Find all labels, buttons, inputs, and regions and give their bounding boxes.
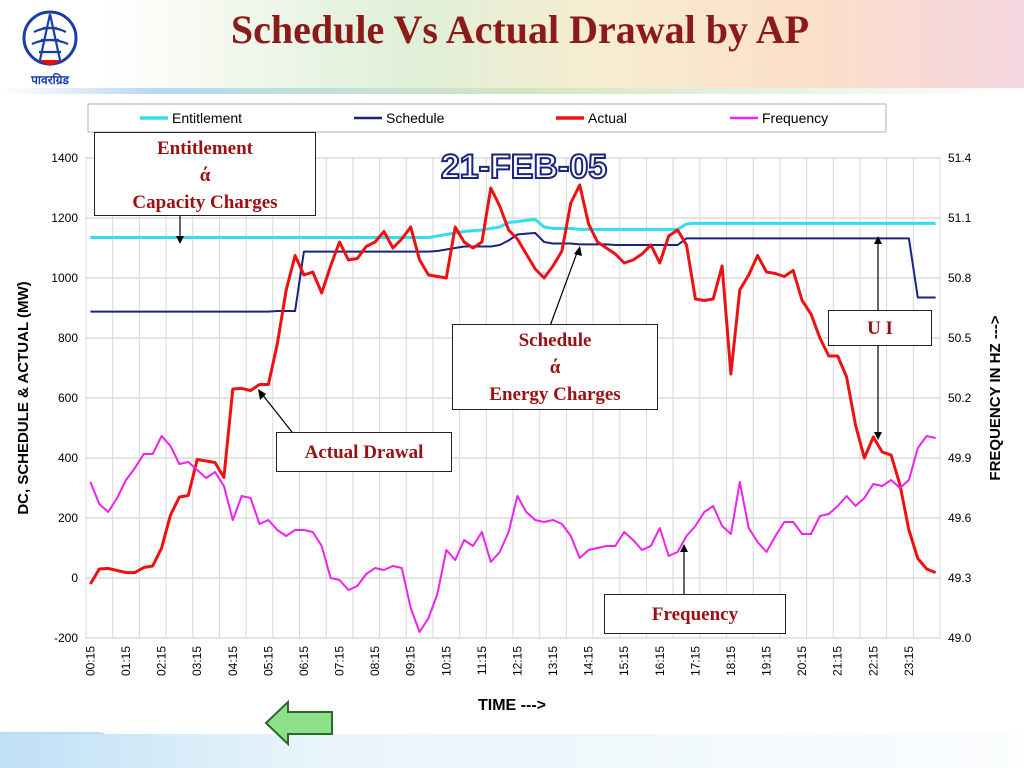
legend-label-actual: Actual bbox=[588, 110, 627, 126]
x-tick-label: 09:15 bbox=[404, 646, 418, 676]
series bbox=[89, 183, 937, 633]
y-tick-label: 800 bbox=[58, 331, 78, 345]
y-axis-ticks: -200 0 200 400 600 800 1000 1200 1400 bbox=[51, 151, 78, 645]
callout-frequency: Frequency bbox=[604, 594, 786, 634]
callout-entitlement: Entitlement ά Capacity Charges bbox=[94, 132, 316, 216]
y-tick-label: 400 bbox=[58, 451, 78, 465]
x-tick-label: 05:15 bbox=[261, 646, 275, 676]
back-arrow-button[interactable] bbox=[264, 700, 336, 746]
y-tick-label: -200 bbox=[54, 631, 78, 645]
x-tick-label: 03:15 bbox=[190, 646, 204, 676]
y2-tick-label: 51.4 bbox=[948, 151, 972, 165]
x-tick-label: 12:15 bbox=[510, 646, 524, 676]
entitlement-arrowhead bbox=[176, 236, 184, 244]
y-axis-label: DC, SCHEDULE & ACTUAL (MW) bbox=[15, 281, 32, 514]
series-line-schedule bbox=[90, 232, 936, 313]
actual-arrow bbox=[261, 393, 293, 433]
x-tick-label: 06:15 bbox=[297, 646, 311, 676]
x-tick-label: 11:15 bbox=[475, 646, 489, 675]
legend-label-schedule: Schedule bbox=[386, 110, 445, 126]
y2-tick-label: 49.6 bbox=[948, 511, 972, 525]
ui-arrowhead-down bbox=[874, 432, 882, 440]
callout-ui: U I bbox=[828, 310, 932, 346]
actual-arrowhead bbox=[258, 389, 266, 400]
x-tick-label: 17:15 bbox=[688, 646, 702, 676]
schedule-arrowhead bbox=[574, 246, 582, 256]
callout-schedule: Schedule ά Energy Charges bbox=[452, 324, 658, 410]
x-tick-label: 13:15 bbox=[546, 646, 560, 676]
logo-base-icon bbox=[38, 60, 62, 66]
y2-axis-label: FREQUENCY IN HZ ---> bbox=[987, 315, 1004, 480]
callout-schedule-line3: Energy Charges bbox=[489, 384, 621, 405]
back-arrow-icon[interactable] bbox=[264, 700, 333, 746]
x-tick-label: 02:15 bbox=[155, 646, 169, 676]
legend-label-entitlement: Entitlement bbox=[172, 110, 242, 126]
x-tick-label: 10:15 bbox=[439, 646, 453, 676]
ui-arrowhead-up bbox=[874, 236, 882, 244]
x-tick-label: 01:15 bbox=[119, 646, 133, 676]
schedule-arrow bbox=[549, 249, 579, 327]
y-tick-label: 200 bbox=[58, 511, 78, 525]
x-tick-label: 21:15 bbox=[831, 646, 845, 676]
header-band bbox=[0, 88, 1024, 94]
callout-schedule-line2: ά bbox=[549, 357, 561, 378]
x-tick-label: 08:15 bbox=[368, 646, 382, 676]
x-axis-ticks: 00:15 01:15 02:15 03:15 04:15 05:15 06:15 07:15… bbox=[83, 646, 915, 676]
callout-arrows bbox=[176, 216, 882, 594]
series-line-frequency bbox=[89, 435, 936, 633]
callout-entitlement-line2: ά bbox=[199, 165, 211, 186]
powergrid-logo: पावरग्रिड bbox=[22, 10, 78, 87]
y2-tick-label: 51.1 bbox=[948, 211, 972, 225]
x-tick-label: 04:15 bbox=[226, 646, 240, 676]
logo-tower-icon bbox=[31, 13, 69, 61]
series-line-actual bbox=[89, 183, 937, 585]
y2-tick-label: 50.5 bbox=[948, 331, 972, 345]
x-tick-label: 16:15 bbox=[653, 646, 667, 676]
x-tick-label: 22:15 bbox=[866, 646, 880, 676]
x-tick-label: 20:15 bbox=[795, 646, 809, 676]
y2-tick-label: 50.8 bbox=[948, 271, 972, 285]
x-axis-label: TIME ---> bbox=[478, 697, 546, 714]
y-tick-label: 1400 bbox=[51, 151, 78, 165]
header-background bbox=[0, 0, 1024, 92]
callout-entitlement-line3: Capacity Charges bbox=[132, 192, 278, 213]
y2-tick-label: 49.3 bbox=[948, 571, 972, 585]
callout-actual-drawal: Actual Drawal bbox=[276, 432, 452, 472]
page-title: Schedule Vs Actual Drawal by AP bbox=[230, 7, 810, 52]
callout-schedule-line1: Schedule bbox=[518, 330, 592, 351]
y2-tick-label: 49.9 bbox=[948, 451, 972, 465]
x-tick-label: 23:15 bbox=[902, 646, 916, 676]
x-tick-label: 07:15 bbox=[333, 646, 347, 676]
x-tick-label: 00:15 bbox=[83, 646, 97, 676]
legend-label-frequency: Frequency bbox=[762, 110, 828, 126]
series-line-entitlement bbox=[90, 218, 936, 239]
y2-tick-label: 49.0 bbox=[948, 631, 972, 645]
logo-caption: पावरग्रिड bbox=[30, 73, 69, 87]
y-tick-label: 600 bbox=[58, 391, 78, 405]
x-tick-label: 18:15 bbox=[724, 646, 738, 676]
date-stamp: 21-FEB-05 bbox=[440, 147, 608, 187]
x-tick-label: 19:15 bbox=[760, 646, 774, 676]
footer-background bbox=[0, 734, 1024, 768]
date-stamp-text: 21-FEB-05 bbox=[441, 148, 607, 186]
legend: Entitlement Schedule Actual Frequency bbox=[140, 110, 828, 126]
y2-tick-label: 50.2 bbox=[948, 391, 972, 405]
y2-axis-ticks: 49.0 49.3 49.6 49.9 50.2 50.5 50.8 51.1 51.4 bbox=[948, 151, 972, 645]
y-tick-label: 1000 bbox=[51, 271, 78, 285]
frequency-arrowhead bbox=[680, 544, 688, 552]
callout-entitlement-line1: Entitlement bbox=[156, 138, 254, 159]
y-tick-label: 0 bbox=[71, 571, 78, 585]
y-tick-label: 1200 bbox=[51, 211, 78, 225]
x-tick-label: 15:15 bbox=[617, 646, 631, 676]
x-tick-label: 14:15 bbox=[582, 646, 596, 676]
